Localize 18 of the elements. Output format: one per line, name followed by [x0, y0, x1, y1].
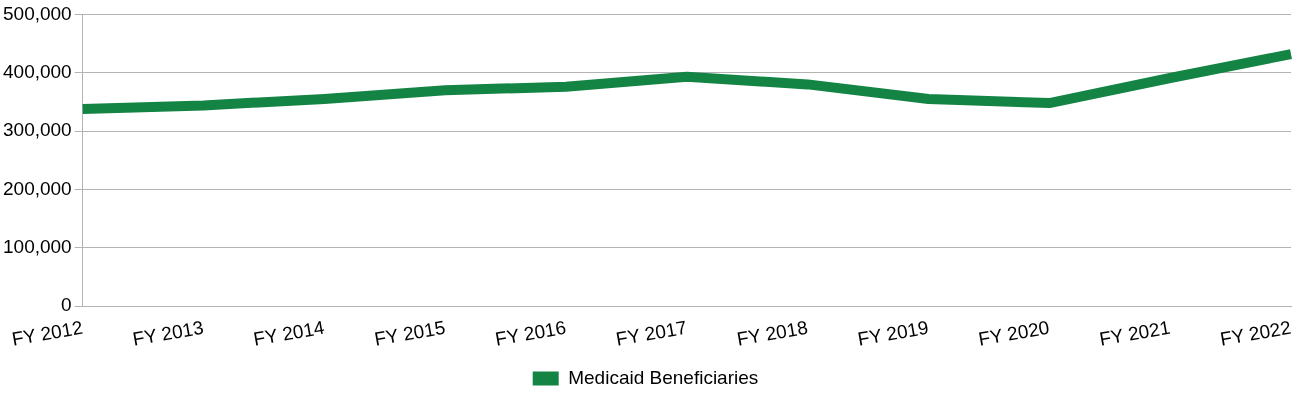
x-tick-label: FY 2019	[856, 316, 931, 350]
x-tick-label: FY 2018	[735, 316, 810, 350]
y-tick-label: 500,000	[2, 2, 72, 24]
x-tick-label: FY 2016	[493, 316, 568, 350]
y-tick-label: 200,000	[2, 177, 72, 199]
x-tick-label: FY 2012	[10, 316, 85, 350]
y-tick-label: 100,000	[2, 235, 72, 257]
y-tick-label: 400,000	[2, 60, 72, 82]
x-tick-label: FY 2021	[1097, 316, 1172, 350]
y-tick-label: 0	[61, 294, 72, 316]
x-tick-label: FY 2020	[976, 316, 1051, 350]
x-tick-label: FY 2017	[614, 316, 689, 350]
x-tick-label: FY 2014	[251, 316, 327, 350]
x-tick-label: FY 2022	[1218, 316, 1293, 350]
x-tick-label: FY 2015	[372, 316, 447, 350]
legend-label: Medicaid Beneficiaries	[568, 366, 759, 388]
y-tick-label: 300,000	[2, 119, 72, 141]
x-tick-label: FY 2013	[131, 316, 206, 350]
